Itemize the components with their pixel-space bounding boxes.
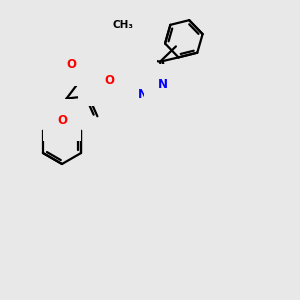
Text: O: O: [57, 113, 67, 127]
Text: N: N: [95, 78, 106, 91]
Text: N: N: [158, 78, 168, 91]
Text: N: N: [138, 88, 148, 101]
Text: H: H: [90, 84, 99, 94]
Text: N: N: [133, 51, 143, 64]
Text: O: O: [66, 58, 76, 71]
Text: N: N: [124, 34, 134, 46]
Text: O: O: [104, 74, 114, 87]
Text: CH₃: CH₃: [112, 20, 133, 30]
